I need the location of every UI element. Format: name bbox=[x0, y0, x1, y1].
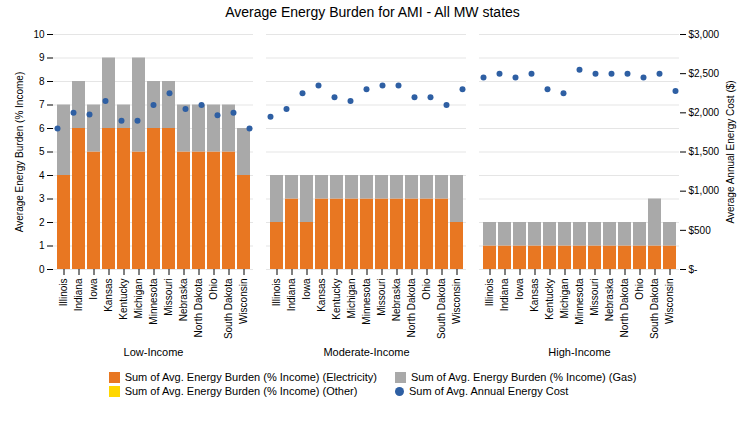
svg-text:Wisconsin: Wisconsin bbox=[238, 279, 249, 325]
svg-text:Michigan: Michigan bbox=[346, 279, 357, 319]
svg-text:$2,000: $2,000 bbox=[689, 107, 720, 118]
svg-text:South Dakota: South Dakota bbox=[223, 278, 234, 339]
svg-text:Michigan: Michigan bbox=[133, 279, 144, 319]
html-text:Sum of Avg. Energy Burden (% I: Sum of Avg. Energy Burden (% Income) (El… bbox=[124, 371, 377, 383]
svg-text:5: 5 bbox=[39, 146, 45, 157]
svg-text:Kansas: Kansas bbox=[316, 279, 327, 312]
svg-text:Missouri: Missouri bbox=[376, 279, 387, 316]
svg-text:Kentucky: Kentucky bbox=[331, 279, 342, 320]
svg-text:$500: $500 bbox=[689, 225, 712, 236]
svg-text:Kansas: Kansas bbox=[529, 279, 540, 312]
svg-text:Minnesota: Minnesota bbox=[361, 278, 372, 325]
svg-text:Minnesota: Minnesota bbox=[148, 278, 159, 325]
svg-text:6: 6 bbox=[39, 123, 45, 134]
svg-text:Low-Income: Low-Income bbox=[124, 346, 184, 358]
html-text:Sum of Avg. Annual Energy Cost: Sum of Avg. Annual Energy Cost bbox=[408, 385, 569, 397]
svg-text:Illinois: Illinois bbox=[484, 279, 495, 307]
svg-text:North Dakota: North Dakota bbox=[619, 278, 630, 337]
svg-text:Iowa: Iowa bbox=[301, 278, 312, 300]
svg-text:Illinois: Illinois bbox=[58, 279, 69, 307]
svg-text:Average Annual Energy Cost ($): Average Annual Energy Cost ($) bbox=[725, 80, 736, 223]
svg-text:10: 10 bbox=[33, 29, 45, 40]
svg-text:Indiana: Indiana bbox=[73, 278, 84, 311]
svg-text:0: 0 bbox=[39, 264, 45, 275]
html-text:Sum of Avg. Energy Burden (% I: Sum of Avg. Energy Burden (% Income) (Ot… bbox=[124, 385, 358, 397]
svg-text:Ohio: Ohio bbox=[421, 278, 432, 300]
svg-text:Minnesota: Minnesota bbox=[574, 278, 585, 325]
svg-text:Iowa: Iowa bbox=[514, 278, 525, 300]
svg-text:Nebraska: Nebraska bbox=[604, 278, 615, 321]
svg-text:Ohio: Ohio bbox=[634, 278, 645, 300]
svg-text:Nebraska: Nebraska bbox=[391, 278, 402, 321]
svg-text:Kansas: Kansas bbox=[103, 279, 114, 312]
svg-text:$3,000: $3,000 bbox=[689, 29, 720, 40]
svg-text:Wisconsin: Wisconsin bbox=[451, 279, 462, 325]
svg-text:Nebraska: Nebraska bbox=[178, 278, 189, 321]
svg-text:$2,500: $2,500 bbox=[689, 68, 720, 79]
svg-text:1: 1 bbox=[39, 240, 45, 251]
svg-text:Indiana: Indiana bbox=[286, 278, 297, 311]
svg-text:Michigan: Michigan bbox=[559, 279, 570, 319]
svg-text:7: 7 bbox=[39, 99, 45, 110]
svg-text:South Dakota: South Dakota bbox=[649, 278, 660, 339]
svg-text:9: 9 bbox=[39, 52, 45, 63]
html-text:Sum of Avg. Energy Burden (% I: Sum of Avg. Energy Burden (% Income) (Ga… bbox=[410, 371, 637, 383]
svg-text:Wisconsin: Wisconsin bbox=[664, 279, 675, 325]
svg-text:Ohio: Ohio bbox=[208, 278, 219, 300]
svg-text:Average Energy Burden (% Incom: Average Energy Burden (% Income) bbox=[14, 72, 25, 232]
svg-text:Illinois: Illinois bbox=[271, 279, 282, 307]
svg-text:Iowa: Iowa bbox=[88, 278, 99, 300]
svg-text:North Dakota: North Dakota bbox=[193, 278, 204, 337]
svg-text:$1,500: $1,500 bbox=[689, 146, 720, 157]
svg-text:Missouri: Missouri bbox=[163, 279, 174, 316]
svg-text:Moderate-Income: Moderate-Income bbox=[323, 346, 409, 358]
svg-text:$-: $- bbox=[689, 264, 698, 275]
svg-text:$1,000: $1,000 bbox=[689, 185, 720, 196]
svg-text:High-Income: High-Income bbox=[548, 346, 610, 358]
svg-text:4: 4 bbox=[39, 170, 45, 181]
svg-text:North Dakota: North Dakota bbox=[406, 278, 417, 337]
svg-text:3: 3 bbox=[39, 193, 45, 204]
svg-text:Indiana: Indiana bbox=[499, 278, 510, 311]
html-text:Average Energy Burden for AMI: Average Energy Burden for AMI - All MW s… bbox=[225, 4, 520, 20]
svg-text:Missouri: Missouri bbox=[589, 279, 600, 316]
svg-text:Kentucky: Kentucky bbox=[118, 279, 129, 320]
svg-text:Kentucky: Kentucky bbox=[544, 279, 555, 320]
svg-text:South Dakota: South Dakota bbox=[436, 278, 447, 339]
svg-text:8: 8 bbox=[39, 76, 45, 87]
svg-text:2: 2 bbox=[39, 217, 45, 228]
